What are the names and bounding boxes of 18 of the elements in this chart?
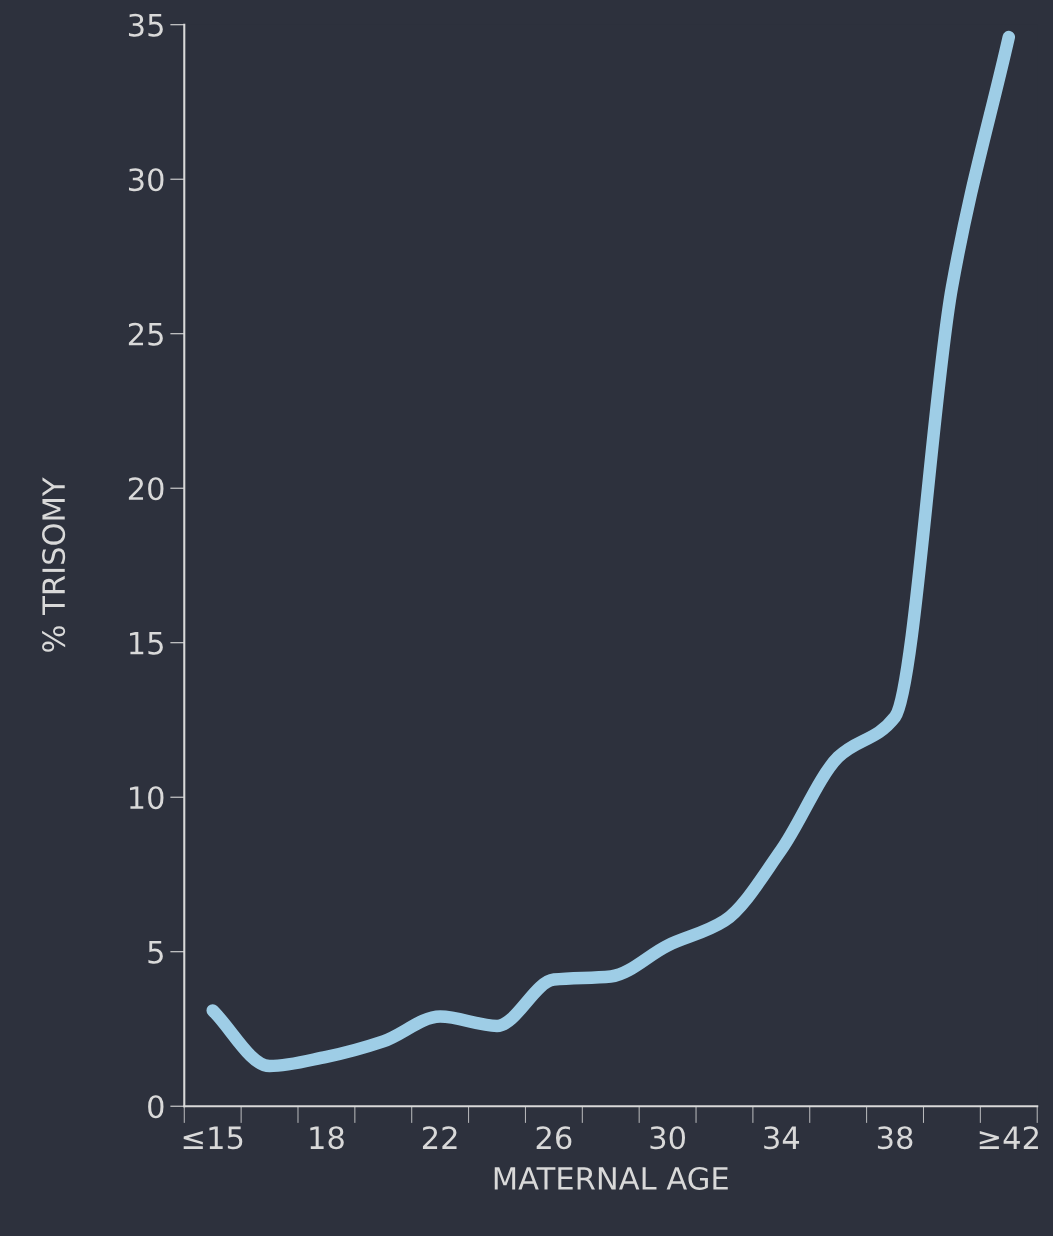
x-tick-label: 22	[422, 1126, 457, 1149]
x-tick-label: 18	[310, 1126, 344, 1150]
x-tick-label: ≤15	[183, 1126, 243, 1150]
y-tick-label: 10	[130, 786, 164, 810]
x-tick-label: 38	[877, 1126, 913, 1150]
x-tick-label: 26	[536, 1126, 572, 1150]
x-tick-label: 34	[764, 1126, 800, 1150]
y-tick-label: 30	[128, 168, 164, 192]
y-axis-title: % TRISOMY	[42, 477, 66, 652]
y-tick-label: 25	[128, 322, 163, 346]
x-tick-label: ≥42	[979, 1126, 1038, 1149]
x-tick-label: 30	[650, 1126, 686, 1150]
y-tick-label: 5	[148, 941, 163, 964]
y-tick-label: 15	[130, 632, 163, 655]
y-tick-label: 0	[148, 1095, 164, 1119]
y-tick-label: 35	[128, 13, 163, 37]
x-axis-title: MATERNAL AGE	[494, 1166, 728, 1190]
y-tick-label: 20	[128, 477, 164, 501]
